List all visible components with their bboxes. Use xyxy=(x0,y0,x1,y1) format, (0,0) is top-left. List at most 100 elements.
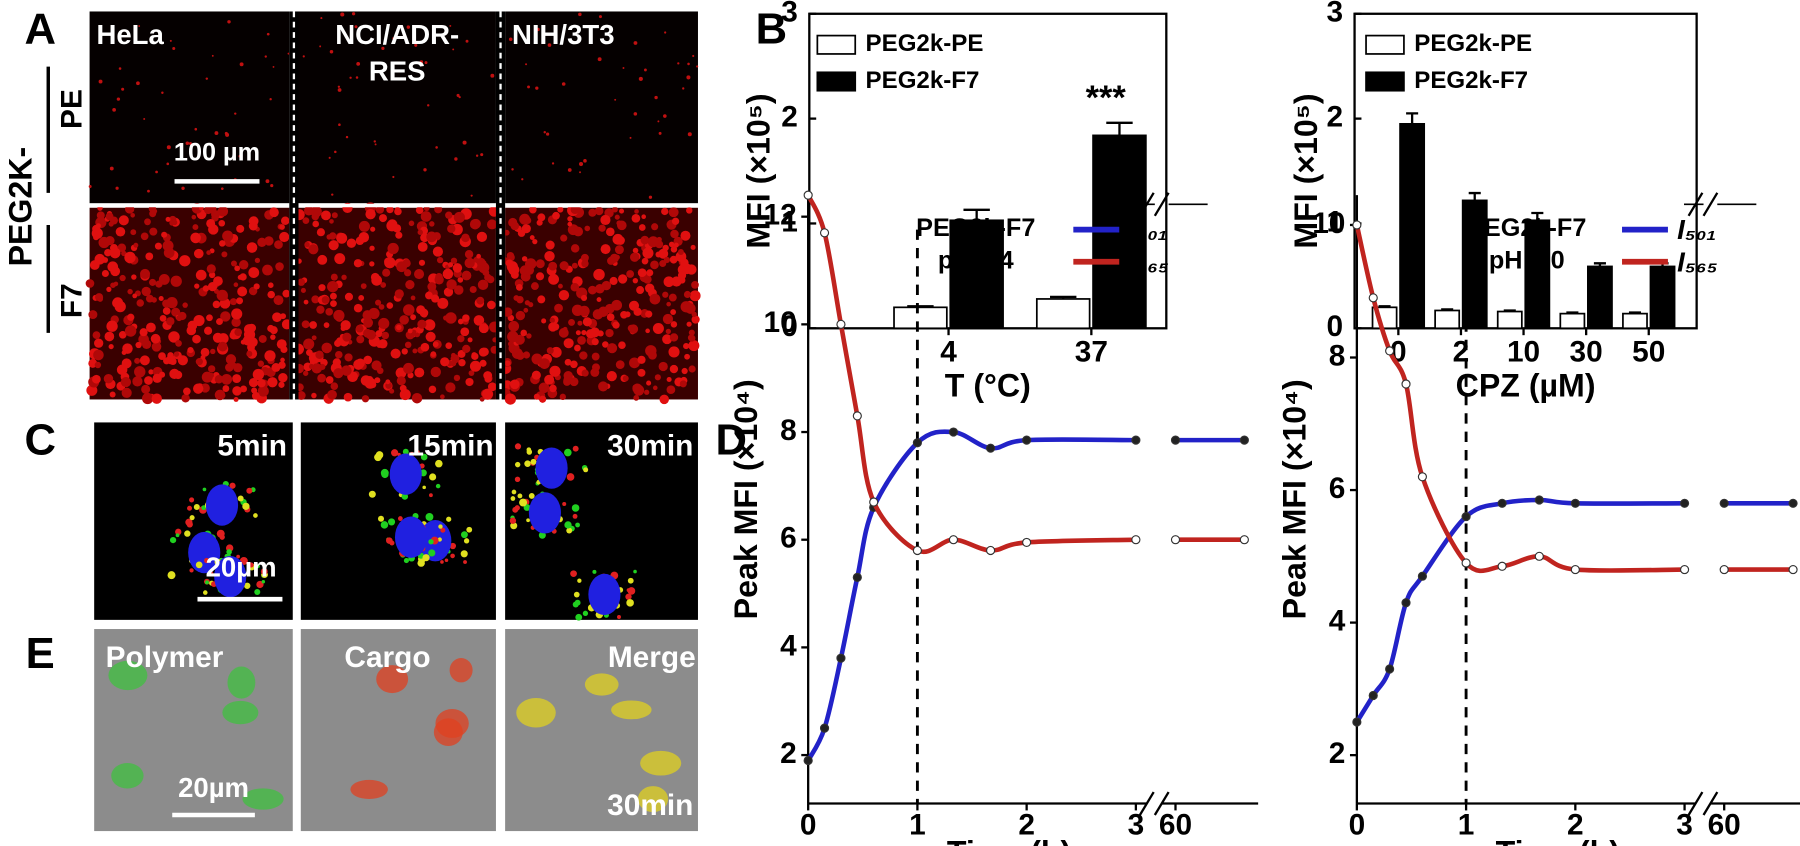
channel-label: Cargo xyxy=(344,641,430,674)
cell-dot xyxy=(523,504,531,511)
cell-dot xyxy=(517,229,526,237)
cell-dot xyxy=(221,251,228,258)
cell-dot xyxy=(598,381,609,392)
series-line xyxy=(806,194,1136,555)
cell-dot xyxy=(358,231,370,243)
cell-dot xyxy=(363,355,373,365)
cell-dot xyxy=(462,314,470,322)
cell-dot xyxy=(380,282,387,288)
cell-dot xyxy=(662,313,674,325)
cell-dot xyxy=(614,98,617,101)
cell-dot xyxy=(401,348,408,355)
cell-dot xyxy=(551,162,555,165)
cell-dot xyxy=(93,349,104,361)
cell-dot xyxy=(683,265,691,273)
cell-dot xyxy=(366,375,374,383)
y-tick-label: 6 xyxy=(1329,472,1346,505)
cell-dot xyxy=(440,560,444,564)
cell-dot xyxy=(201,371,213,383)
cell-dot xyxy=(571,262,578,269)
cell-dot xyxy=(237,495,244,502)
cell-dot xyxy=(274,240,283,249)
cell-dot xyxy=(423,168,427,172)
data-point xyxy=(1679,564,1690,575)
cell-dot xyxy=(236,297,244,305)
bar xyxy=(1399,122,1426,330)
cell-dot xyxy=(329,232,337,240)
legend-label: PEG2k-F7 xyxy=(866,67,980,94)
cell-dot xyxy=(515,283,523,291)
cell-dot xyxy=(651,223,659,231)
micrograph xyxy=(298,11,496,204)
cell-dot xyxy=(581,260,589,268)
cell-dot xyxy=(101,269,109,278)
cell-dot xyxy=(378,339,388,349)
error-bar xyxy=(1106,121,1133,136)
cell-dot xyxy=(187,346,194,354)
cell-dot xyxy=(176,315,183,322)
cell-dot xyxy=(633,41,638,45)
cell-dot xyxy=(327,389,337,400)
cell-dot xyxy=(407,372,414,379)
cell-dot xyxy=(189,515,195,521)
data-point xyxy=(1719,564,1729,575)
nucleus xyxy=(394,516,428,558)
cell-dot xyxy=(193,503,200,510)
cell-dot xyxy=(236,554,240,559)
cell-dot xyxy=(520,329,528,337)
cell-dot xyxy=(690,244,696,250)
cell-dot xyxy=(386,537,393,544)
cell-dot xyxy=(617,615,621,620)
cell-dot xyxy=(544,250,555,262)
cell-dot xyxy=(220,393,226,399)
data-point xyxy=(1368,293,1378,303)
cell-dot xyxy=(574,344,581,352)
data-point xyxy=(1239,435,1249,445)
cell-dot xyxy=(105,212,114,221)
cell-dot xyxy=(399,389,411,401)
series-line xyxy=(806,429,1136,762)
y-tick-label: 8 xyxy=(1329,339,1346,372)
cell-dot xyxy=(217,206,229,217)
cell-dot xyxy=(171,219,178,226)
cell-dot xyxy=(179,255,191,267)
cell-dot xyxy=(595,284,605,294)
cell-dot xyxy=(375,299,382,306)
cell-dot xyxy=(317,254,328,265)
cell-dot xyxy=(375,451,384,459)
cell-dot xyxy=(167,352,174,359)
cell-dot xyxy=(171,307,181,317)
cell-dot xyxy=(221,373,233,385)
legend-label: I₅₀₁ xyxy=(1128,214,1167,245)
cell-dot xyxy=(214,374,224,384)
data-point xyxy=(819,723,830,733)
cell-dot xyxy=(445,382,456,393)
x-axis-label: Time (h) xyxy=(947,835,1071,846)
cell-dot xyxy=(343,392,353,402)
cell-dot xyxy=(654,374,661,381)
cell-dot xyxy=(548,261,558,271)
cell-dot xyxy=(135,341,142,349)
channel-label: Merge xyxy=(608,641,696,674)
cell-dot xyxy=(211,210,220,219)
cell-dot xyxy=(425,291,433,300)
cell-dot xyxy=(390,348,401,359)
cell-dot xyxy=(564,521,572,529)
cell-dot xyxy=(141,286,151,297)
cell-dot xyxy=(116,97,121,101)
cell-dot xyxy=(436,256,444,264)
cell-dot xyxy=(231,362,237,368)
cell-dot xyxy=(88,185,92,188)
cell-dot xyxy=(471,352,479,361)
cell-dot xyxy=(316,228,325,237)
cell-dot xyxy=(649,293,661,305)
legend-label: I₅₆₅ xyxy=(1128,246,1168,277)
cell-dot xyxy=(509,379,520,390)
cell-dot xyxy=(619,208,625,214)
cell-dot xyxy=(526,518,530,523)
cell-dot xyxy=(360,283,367,289)
bar xyxy=(1587,265,1613,330)
cell-dot xyxy=(655,251,662,258)
cell-dot xyxy=(600,214,611,226)
cell-dot xyxy=(632,383,643,394)
